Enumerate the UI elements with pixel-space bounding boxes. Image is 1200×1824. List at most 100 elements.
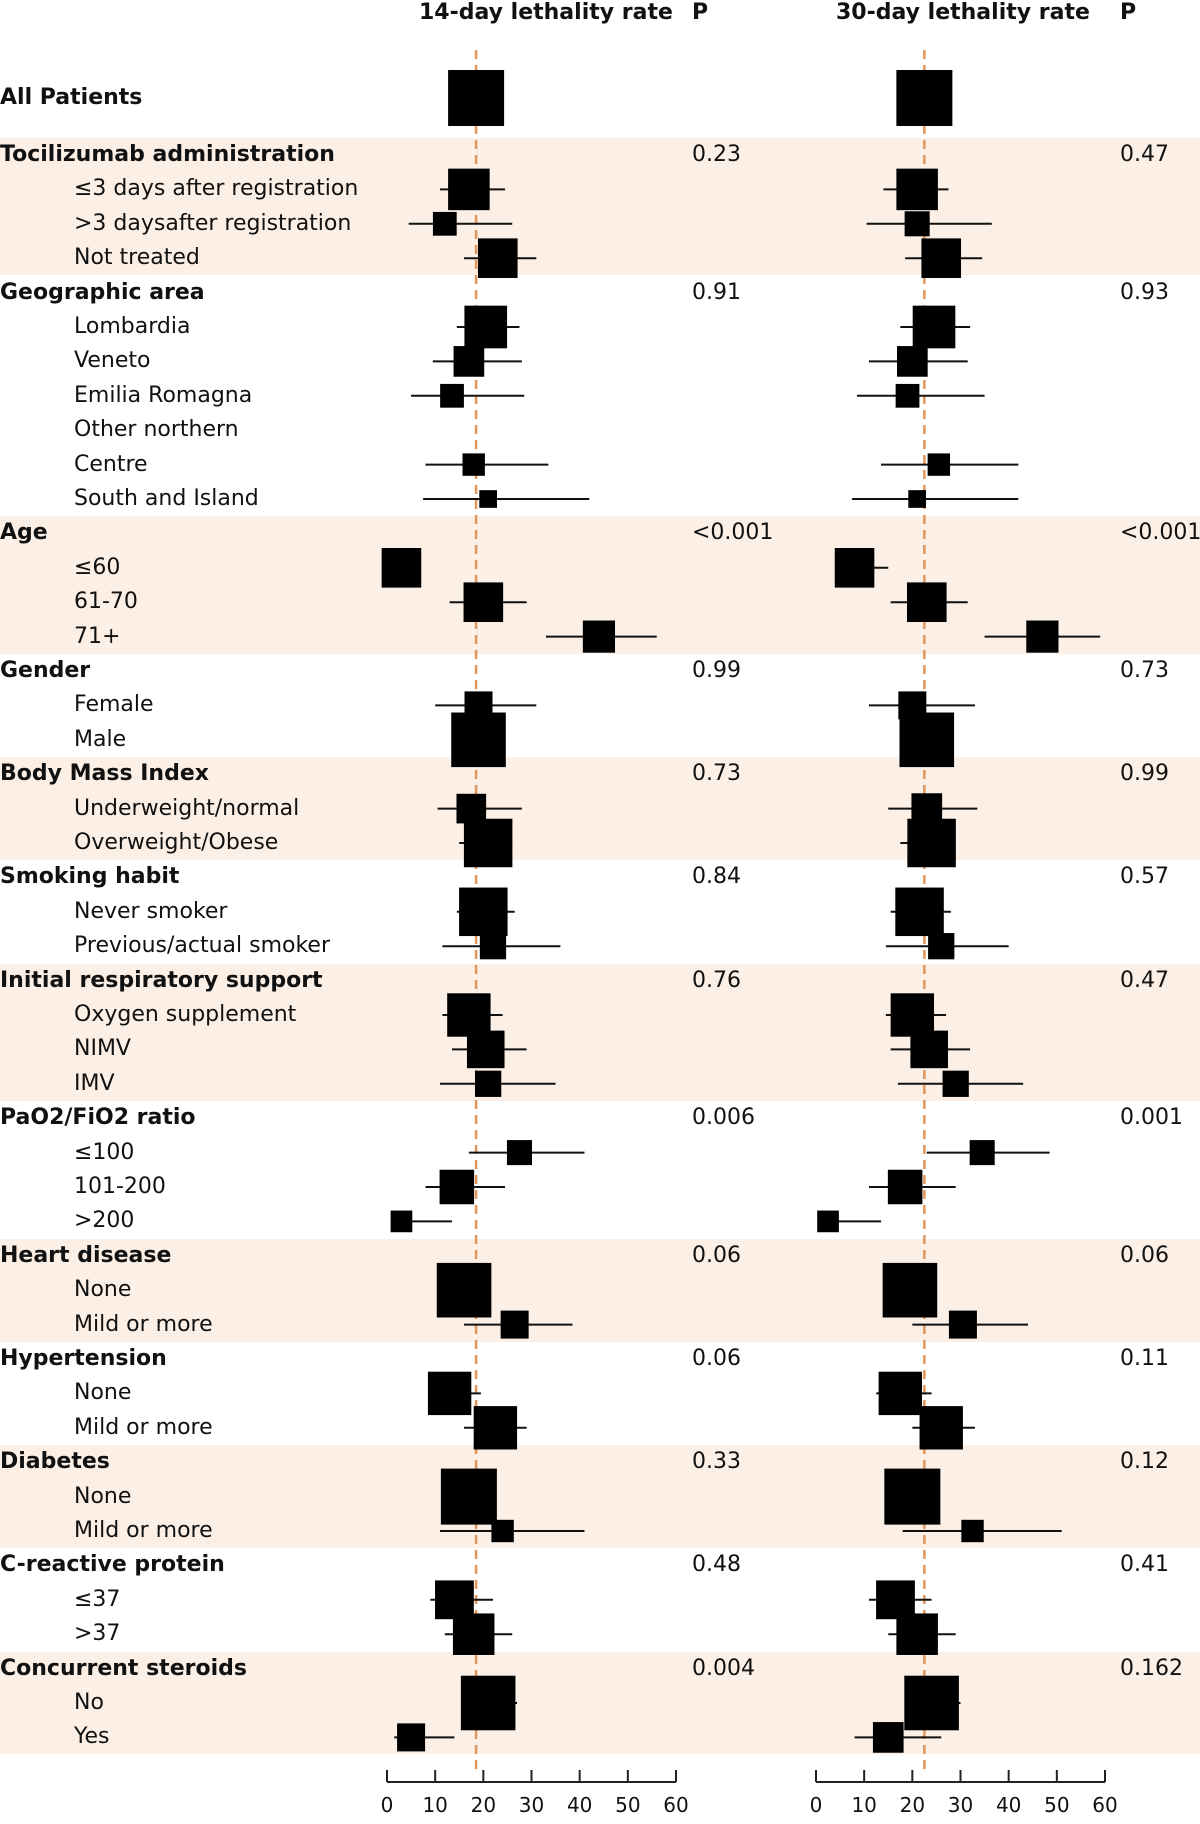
point-estimate bbox=[887, 1169, 923, 1205]
group-label: Age bbox=[0, 520, 48, 546]
row-band bbox=[0, 757, 1200, 860]
group-label: Smoking habit bbox=[0, 864, 180, 890]
x-tick-label: 50 bbox=[615, 1793, 640, 1817]
subgroup-label: None bbox=[74, 1483, 132, 1509]
point-estimate bbox=[390, 1210, 413, 1233]
p-value-panel1: 0.06 bbox=[692, 1242, 741, 1268]
point-estimate bbox=[506, 1140, 532, 1166]
x-tick-label: 10 bbox=[422, 1793, 447, 1817]
point-estimate bbox=[491, 1519, 514, 1543]
point-estimate bbox=[432, 211, 457, 236]
panel2-title: 30-day lethality rate bbox=[836, 0, 1090, 25]
p-value-panel1: 0.76 bbox=[692, 967, 741, 993]
point-estimate bbox=[448, 70, 505, 126]
point-estimate bbox=[456, 793, 487, 824]
subgroup-label: Veneto bbox=[74, 348, 151, 374]
subgroup-label: Yes bbox=[74, 1724, 110, 1750]
point-estimate bbox=[466, 1030, 505, 1069]
point-estimate bbox=[435, 1580, 474, 1620]
point-estimate bbox=[884, 1468, 941, 1525]
subgroup-label: Underweight/normal bbox=[74, 795, 300, 821]
subgroup-label: Lombardia bbox=[74, 314, 191, 339]
group-label: Hypertension bbox=[0, 1346, 167, 1371]
x-tick-label: 50 bbox=[1044, 1793, 1069, 1817]
x-tick-label: 10 bbox=[851, 1793, 876, 1817]
subgroup-label: ≤3 days after registration bbox=[74, 176, 359, 202]
point-estimate bbox=[462, 453, 485, 476]
p-value-panel1: 0.99 bbox=[692, 658, 741, 683]
panel2-p-header: P bbox=[1120, 0, 1137, 25]
point-estimate bbox=[427, 1371, 472, 1416]
point-estimate bbox=[969, 1140, 995, 1166]
subgroup-label: Not treated bbox=[74, 245, 200, 271]
subgroup-label: South and Island bbox=[74, 486, 259, 511]
p-value-panel2: 0.162 bbox=[1120, 1655, 1183, 1681]
point-estimate bbox=[896, 346, 928, 377]
x-tick-label: 0 bbox=[381, 1793, 394, 1817]
x-tick-label: 20 bbox=[471, 1793, 496, 1817]
subgroup-label: >200 bbox=[74, 1208, 135, 1234]
p-value-panel1: 0.004 bbox=[692, 1655, 755, 1681]
point-estimate bbox=[479, 490, 498, 508]
subgroup-label: Oxygen supplement bbox=[74, 1002, 297, 1027]
subgroup-label: Female bbox=[74, 692, 154, 718]
point-estimate bbox=[896, 1613, 938, 1655]
x-tick-label: 30 bbox=[948, 1793, 973, 1817]
point-estimate bbox=[440, 1468, 497, 1525]
p-value-panel2: 0.73 bbox=[1120, 658, 1169, 683]
point-estimate bbox=[500, 1310, 529, 1339]
point-estimate bbox=[439, 1169, 475, 1205]
point-estimate bbox=[908, 490, 927, 508]
subgroup-label: 71+ bbox=[74, 623, 121, 649]
panel1-p-header: P bbox=[692, 0, 709, 25]
point-estimate bbox=[477, 238, 518, 278]
point-estimate bbox=[448, 168, 490, 211]
p-value-panel1: 0.006 bbox=[692, 1105, 755, 1131]
p-value-panel1: 0.84 bbox=[692, 864, 741, 890]
group-label: Tocilizumab administration bbox=[0, 142, 335, 167]
subgroup-label: Male bbox=[74, 726, 127, 752]
group-label: Heart disease bbox=[0, 1242, 172, 1268]
point-estimate bbox=[948, 1310, 977, 1339]
p-value-panel2: 0.57 bbox=[1120, 864, 1169, 890]
subgroup-label: ≤37 bbox=[74, 1586, 121, 1612]
point-estimate bbox=[817, 1210, 839, 1233]
subgroup-label: Other northern bbox=[74, 417, 239, 443]
subgroup-label: Centre bbox=[74, 451, 148, 477]
subgroup-label: Emilia Romagna bbox=[74, 382, 253, 408]
p-value-panel2: 0.93 bbox=[1120, 279, 1169, 305]
subgroup-label: >3 daysafter registration bbox=[74, 210, 352, 236]
point-estimate bbox=[475, 1070, 502, 1097]
p-value-panel1: 0.73 bbox=[692, 761, 741, 787]
point-estimate bbox=[907, 818, 956, 868]
point-estimate bbox=[927, 453, 951, 476]
subgroup-label: Never smoker bbox=[74, 898, 228, 924]
p-value-panel1: 0.06 bbox=[692, 1346, 741, 1371]
point-estimate bbox=[451, 712, 506, 768]
point-estimate bbox=[436, 1262, 492, 1318]
point-estimate bbox=[899, 712, 955, 768]
p-value-panel2: 0.06 bbox=[1120, 1242, 1169, 1268]
point-estimate bbox=[1026, 620, 1059, 653]
x-tick-label: 30 bbox=[519, 1793, 544, 1817]
subgroup-label: Previous/actual smoker bbox=[74, 933, 331, 959]
point-estimate bbox=[459, 887, 508, 937]
point-estimate bbox=[582, 620, 616, 653]
subgroup-label: NIMV bbox=[74, 1036, 131, 1062]
point-estimate bbox=[473, 1406, 518, 1450]
subgroup-label: No bbox=[74, 1690, 104, 1715]
panel1-title: 14-day lethality rate bbox=[419, 0, 673, 25]
p-value-panel1: 0.48 bbox=[692, 1552, 741, 1578]
subgroup-label: Mild or more bbox=[74, 1518, 213, 1543]
point-estimate bbox=[452, 1613, 495, 1655]
point-estimate bbox=[895, 383, 920, 408]
group-label: Concurrent steroids bbox=[0, 1655, 247, 1681]
subgroup-label: Mild or more bbox=[74, 1311, 213, 1337]
p-value-panel2: 0.47 bbox=[1120, 967, 1169, 993]
point-estimate bbox=[397, 1723, 426, 1752]
point-estimate bbox=[904, 1675, 959, 1731]
x-tick-label: 20 bbox=[900, 1793, 925, 1817]
group-label: Diabetes bbox=[0, 1449, 110, 1475]
